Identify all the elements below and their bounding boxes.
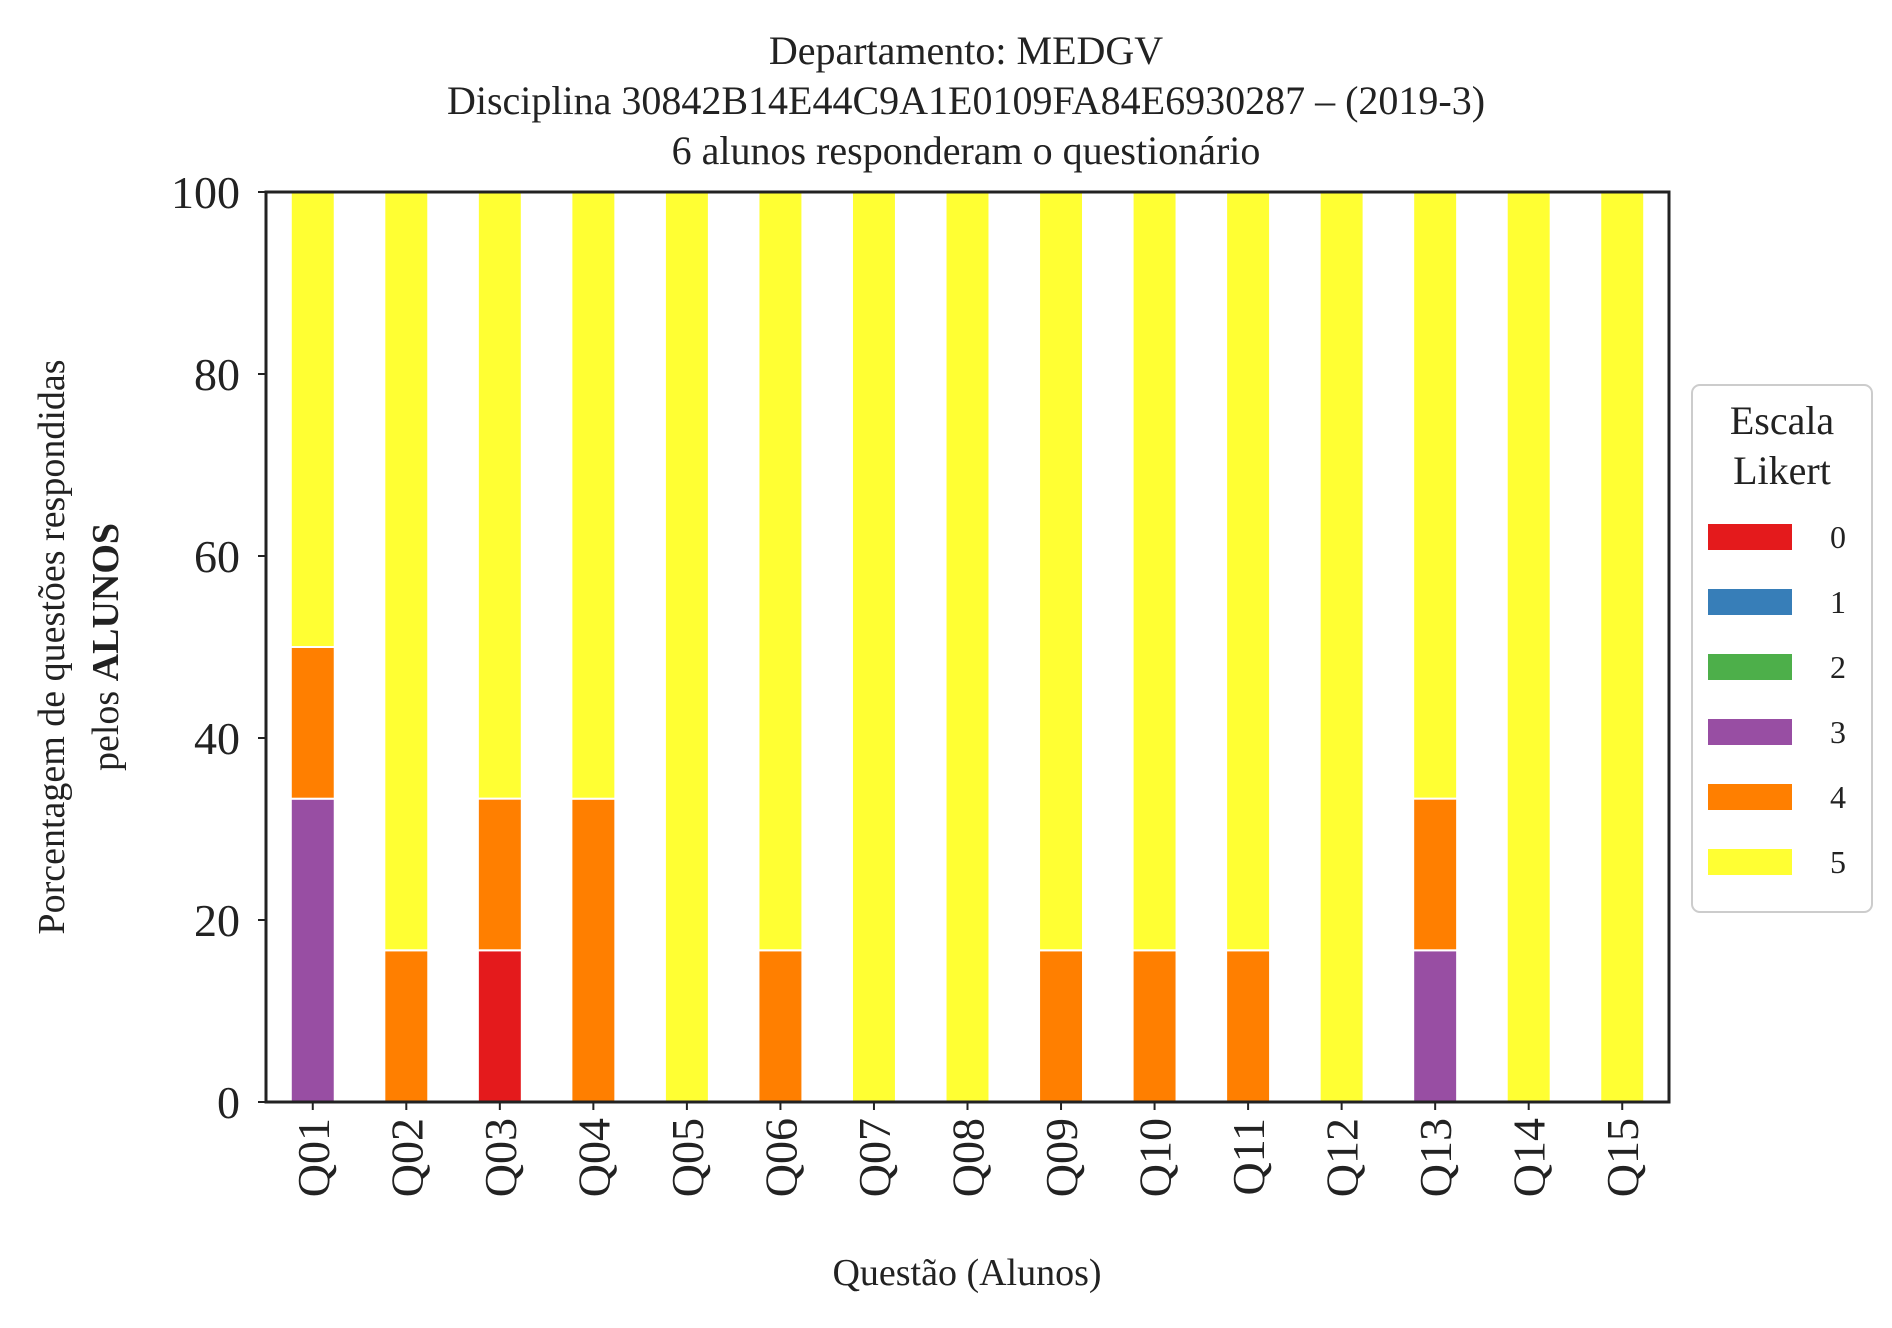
y-axis-label: Porcentagem de questões respondidas pelo… (31, 359, 127, 934)
bar-segment-q15-likert-5 (1599, 191, 1646, 1103)
x-tick-label-q10: Q10 (1130, 1118, 1181, 1197)
bar-segment-q01-likert-5 (289, 191, 336, 648)
plot-frame (264, 190, 1671, 1104)
legend-frame (1691, 384, 1873, 913)
legend-swatch-0 (1708, 524, 1792, 550)
y-tick-label-100: 100 (171, 167, 240, 218)
legend-label-0: 0 (1830, 519, 1846, 555)
y-tick-label-60: 60 (194, 531, 240, 582)
chart-title: Departamento: MEDGV Disciplina 30842B14E… (447, 28, 1485, 173)
legend-label-4: 4 (1830, 779, 1846, 815)
bar-segment-q10-likert-5 (1131, 191, 1178, 952)
bar-segment-q09-likert-5 (1038, 191, 1085, 952)
legend-label-3: 3 (1830, 714, 1846, 750)
legend: Escala Likert 0 1 2 3 4 5 (1691, 384, 1873, 913)
x-tick-label-q02: Q02 (381, 1118, 432, 1197)
x-tick-label-q05: Q05 (662, 1118, 713, 1197)
bar-segment-q07-likert-5 (850, 191, 897, 1103)
bar-segment-q04-likert-4 (570, 797, 617, 1104)
y-tick-label-20: 20 (194, 895, 240, 946)
x-tick-label-q08: Q08 (943, 1118, 994, 1197)
x-tick-label-q03: Q03 (475, 1118, 526, 1197)
legend-label-1: 1 (1830, 584, 1846, 620)
y-tick-label-80: 80 (194, 349, 240, 400)
bar-segment-q13-likert-4 (1412, 797, 1459, 952)
y-axis-label-bold: ALUNOS (85, 523, 127, 681)
x-tick-label-q11: Q11 (1223, 1118, 1274, 1196)
bar-segment-q11-likert-4 (1225, 949, 1272, 1103)
title-line-2: Disciplina 30842B14E44C9A1E0109FA84E6930… (447, 78, 1485, 123)
x-axis-ticks: Q01 Q02 Q03 Q04 Q05 Q06 Q07 Q08 Q09 Q10 Q11 Q12 Q13 Q… (288, 1102, 1648, 1197)
x-tick-label-q13: Q13 (1410, 1118, 1461, 1197)
title-line-3: 6 alunos responderam o questionário (672, 128, 1261, 173)
bar-segment-q03-likert-4 (476, 797, 523, 952)
bar-segment-q06-likert-5 (757, 191, 804, 952)
legend-swatch-5 (1708, 849, 1792, 875)
x-tick-label-q01: Q01 (288, 1118, 339, 1197)
bar-segment-q10-likert-4 (1131, 949, 1178, 1103)
bar-segment-q13-likert-3 (1412, 949, 1459, 1103)
legend-label-5: 5 (1830, 844, 1846, 880)
x-axis-label: Questão (Alunos) (832, 1252, 1101, 1294)
bar-segment-q04-likert-5 (570, 191, 617, 800)
y-tick-label-40: 40 (194, 713, 240, 764)
bar-segment-q12-likert-5 (1318, 191, 1365, 1103)
x-tick-label-q07: Q07 (849, 1118, 900, 1197)
bars (289, 190, 1646, 1104)
legend-swatch-1 (1708, 589, 1792, 615)
legend-title-line-2: Likert (1733, 448, 1831, 493)
legend-label-2: 2 (1830, 649, 1846, 685)
bar-segment-q05-likert-5 (663, 191, 710, 1103)
legend-swatch-4 (1708, 784, 1792, 810)
bar-segment-q01-likert-3 (289, 797, 336, 1104)
x-tick-label-q14: Q14 (1504, 1118, 1555, 1197)
y-axis-label-line-1: Porcentagem de questões respondidas (31, 359, 73, 934)
y-axis-label-prefix: pelos (85, 681, 127, 771)
legend-swatch-2 (1708, 654, 1792, 680)
y-axis-label-line-2: pelos ALUNOS (85, 523, 127, 771)
legend-items: 0 1 2 3 4 5 (1708, 519, 1846, 880)
legend-swatch-3 (1708, 719, 1792, 745)
bar-segment-q13-likert-5 (1412, 190, 1459, 800)
x-tick-label-q09: Q09 (1036, 1118, 1087, 1197)
bar-segment-q01-likert-4 (289, 646, 336, 800)
title-line-1: Departamento: MEDGV (769, 28, 1163, 73)
bar-segment-q08-likert-5 (944, 191, 991, 1103)
bar-segment-q14-likert-5 (1505, 191, 1552, 1103)
x-tick-label-q15: Q15 (1597, 1118, 1648, 1197)
x-tick-label-q04: Q04 (568, 1118, 619, 1197)
bar-segment-q06-likert-4 (757, 949, 804, 1103)
bar-segment-q03-likert-5 (476, 190, 523, 800)
bar-segment-q02-likert-5 (383, 191, 430, 952)
y-tick-label-0: 0 (217, 1077, 240, 1128)
bar-segment-q02-likert-4 (383, 949, 430, 1103)
bar-segment-q03-likert-0 (476, 949, 523, 1103)
bar-segment-q09-likert-4 (1038, 949, 1085, 1103)
legend-title-line-1: Escala (1730, 398, 1835, 443)
bar-segment-q11-likert-5 (1225, 191, 1272, 952)
x-tick-label-q12: Q12 (1317, 1118, 1368, 1197)
x-tick-label-q06: Q06 (755, 1118, 806, 1197)
y-axis-ticks: 0 20 40 60 80 100 (171, 167, 266, 1128)
